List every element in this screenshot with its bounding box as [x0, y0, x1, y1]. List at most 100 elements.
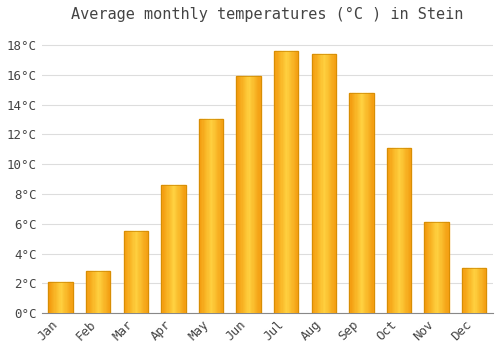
Bar: [439, 222, 440, 313]
Bar: [206, 119, 208, 313]
Bar: [217, 119, 218, 313]
Bar: [318, 54, 319, 313]
Bar: [406, 148, 408, 313]
Bar: [312, 54, 336, 313]
Bar: [134, 231, 136, 313]
Bar: [296, 51, 297, 313]
Bar: [252, 76, 254, 313]
Bar: [359, 93, 360, 313]
Bar: [210, 119, 211, 313]
Bar: [60, 282, 62, 313]
Bar: [390, 148, 392, 313]
Bar: [170, 185, 171, 313]
Bar: [358, 93, 359, 313]
Bar: [446, 222, 448, 313]
Bar: [275, 51, 276, 313]
Bar: [51, 282, 52, 313]
Bar: [292, 51, 294, 313]
Bar: [280, 51, 281, 313]
Bar: [68, 282, 69, 313]
Bar: [132, 231, 134, 313]
Bar: [274, 51, 298, 313]
Bar: [54, 282, 56, 313]
Bar: [372, 93, 374, 313]
Bar: [436, 222, 438, 313]
Bar: [482, 268, 483, 313]
Bar: [480, 268, 482, 313]
Bar: [291, 51, 292, 313]
Bar: [470, 268, 472, 313]
Bar: [98, 271, 100, 313]
Bar: [137, 231, 138, 313]
Bar: [176, 185, 177, 313]
Bar: [440, 222, 442, 313]
Bar: [438, 222, 439, 313]
Bar: [165, 185, 166, 313]
Bar: [410, 148, 412, 313]
Bar: [394, 148, 396, 313]
Bar: [402, 148, 404, 313]
Bar: [208, 119, 210, 313]
Bar: [103, 271, 104, 313]
Bar: [316, 54, 318, 313]
Bar: [100, 271, 102, 313]
Bar: [467, 268, 468, 313]
Bar: [399, 148, 400, 313]
Bar: [354, 93, 356, 313]
Bar: [64, 282, 66, 313]
Bar: [483, 268, 484, 313]
Bar: [164, 185, 165, 313]
Bar: [424, 222, 426, 313]
Bar: [56, 282, 57, 313]
Bar: [143, 231, 144, 313]
Bar: [371, 93, 372, 313]
Bar: [94, 271, 96, 313]
Bar: [368, 93, 369, 313]
Bar: [136, 231, 137, 313]
Bar: [172, 185, 174, 313]
Bar: [257, 76, 258, 313]
Bar: [146, 231, 147, 313]
Bar: [244, 76, 245, 313]
Bar: [360, 93, 362, 313]
Bar: [58, 282, 59, 313]
Bar: [484, 268, 486, 313]
Bar: [126, 231, 128, 313]
Bar: [109, 271, 110, 313]
Bar: [86, 271, 110, 313]
Bar: [290, 51, 291, 313]
Bar: [330, 54, 331, 313]
Bar: [183, 185, 184, 313]
Bar: [462, 268, 486, 313]
Bar: [212, 119, 214, 313]
Bar: [63, 282, 64, 313]
Bar: [365, 93, 366, 313]
Bar: [218, 119, 220, 313]
Bar: [90, 271, 91, 313]
Bar: [245, 76, 246, 313]
Bar: [108, 271, 109, 313]
Bar: [248, 76, 250, 313]
Bar: [48, 282, 73, 313]
Bar: [106, 271, 107, 313]
Bar: [144, 231, 146, 313]
Bar: [214, 119, 216, 313]
Bar: [91, 271, 92, 313]
Bar: [479, 268, 480, 313]
Bar: [57, 282, 58, 313]
Bar: [236, 76, 261, 313]
Bar: [242, 76, 244, 313]
Title: Average monthly temperatures (°C ) in Stein: Average monthly temperatures (°C ) in St…: [71, 7, 464, 22]
Bar: [404, 148, 405, 313]
Bar: [200, 119, 201, 313]
Bar: [102, 271, 103, 313]
Bar: [473, 268, 474, 313]
Bar: [52, 282, 54, 313]
Bar: [352, 93, 353, 313]
Bar: [220, 119, 221, 313]
Bar: [239, 76, 240, 313]
Bar: [335, 54, 336, 313]
Bar: [294, 51, 295, 313]
Bar: [472, 268, 473, 313]
Bar: [286, 51, 288, 313]
